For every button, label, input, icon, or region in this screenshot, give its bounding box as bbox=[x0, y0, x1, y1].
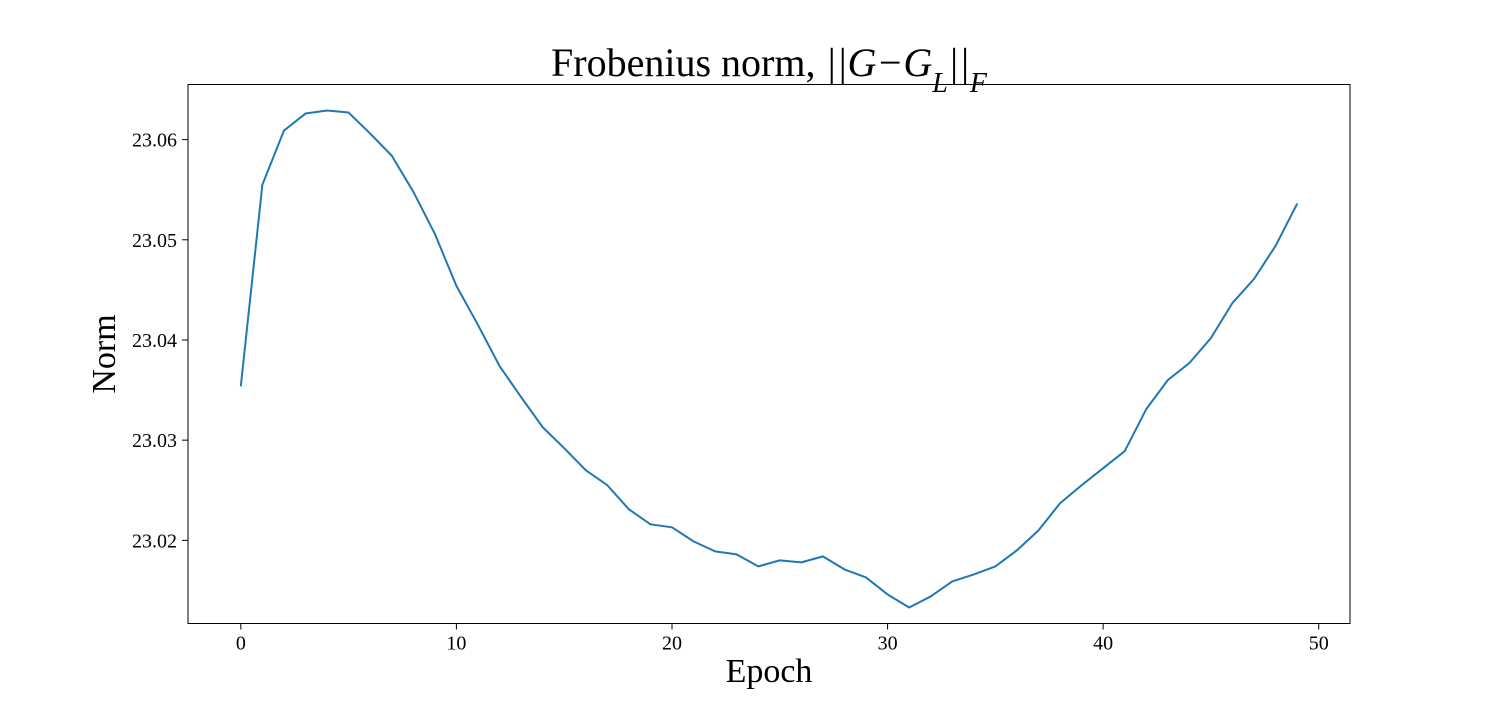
data-point bbox=[1102, 467, 1104, 469]
y-axis-ticks: 23.02 23.03 23.04 23.05 23.06 bbox=[132, 130, 188, 552]
y-tick-label: 23.04 bbox=[132, 330, 177, 352]
data-point bbox=[1210, 337, 1212, 339]
data-point bbox=[348, 111, 350, 114]
data-point bbox=[498, 365, 501, 367]
data-point bbox=[671, 526, 673, 528]
x-tick-label: 10 bbox=[446, 633, 466, 655]
data-point bbox=[1037, 529, 1040, 531]
data-point bbox=[1059, 502, 1061, 504]
data-point bbox=[542, 426, 544, 428]
x-tick-label: 50 bbox=[1309, 633, 1329, 655]
data-point bbox=[1296, 203, 1298, 205]
data-point bbox=[886, 593, 889, 596]
data-point bbox=[649, 523, 652, 525]
data-point bbox=[1124, 450, 1126, 452]
data-point bbox=[1016, 549, 1018, 551]
data-point bbox=[908, 606, 910, 609]
series-line-0 bbox=[239, 109, 1299, 609]
data-point bbox=[994, 565, 996, 567]
x-tick-label: 30 bbox=[878, 633, 898, 655]
x-axis-label: Epoch bbox=[726, 653, 813, 690]
data-point bbox=[477, 324, 479, 326]
data-point bbox=[520, 396, 522, 398]
data-point bbox=[261, 184, 263, 186]
data-point bbox=[1188, 362, 1190, 364]
data-point bbox=[369, 132, 371, 135]
data-point bbox=[283, 129, 285, 132]
data-point bbox=[628, 508, 630, 510]
data-point bbox=[240, 385, 242, 387]
x-tick-label: 40 bbox=[1093, 633, 1113, 655]
data-point bbox=[434, 233, 436, 235]
chart-title: Frobenius norm, ||G−GL||F bbox=[551, 40, 988, 99]
y-tick-label: 23.05 bbox=[132, 230, 177, 252]
x-axis-ticks: 0 10 20 30 40 50 bbox=[236, 623, 1329, 655]
data-point bbox=[1275, 245, 1277, 247]
data-point bbox=[455, 285, 457, 287]
y-tick-label: 23.06 bbox=[132, 130, 177, 152]
data-point bbox=[606, 484, 608, 486]
data-point bbox=[585, 469, 587, 471]
data-point bbox=[304, 112, 307, 115]
x-tick-label: 20 bbox=[662, 633, 682, 655]
x-tick-label: 0 bbox=[236, 633, 246, 655]
data-point bbox=[930, 595, 932, 598]
data-point bbox=[1253, 278, 1255, 280]
y-tick-label: 23.03 bbox=[132, 430, 177, 452]
chart-title-text: Frobenius norm, bbox=[551, 40, 825, 85]
chart-title-subscript-l: L bbox=[931, 68, 948, 99]
data-point bbox=[412, 191, 414, 193]
chart-title-math: ||G−GL||F bbox=[825, 40, 987, 99]
data-point bbox=[800, 561, 802, 563]
data-point bbox=[714, 550, 716, 552]
data-point bbox=[692, 540, 695, 542]
y-axis-label: Norm bbox=[86, 314, 123, 393]
data-point bbox=[326, 109, 328, 112]
chart-title-subscript-f: F bbox=[969, 68, 988, 99]
data-point bbox=[951, 580, 953, 583]
data-point bbox=[779, 559, 781, 561]
data-point bbox=[1081, 484, 1083, 486]
data-point bbox=[973, 573, 975, 576]
data-point bbox=[1167, 379, 1169, 381]
plot-area-frame bbox=[187, 84, 1351, 624]
data-point bbox=[1145, 408, 1147, 410]
y-tick-label: 23.02 bbox=[132, 530, 177, 552]
data-point bbox=[736, 553, 738, 555]
data-point bbox=[391, 155, 393, 157]
data-point bbox=[822, 555, 824, 557]
data-point bbox=[757, 565, 759, 567]
data-point bbox=[865, 576, 867, 579]
data-point bbox=[843, 568, 846, 571]
data-point bbox=[1231, 302, 1234, 304]
series-layer bbox=[239, 109, 1299, 609]
data-point bbox=[563, 447, 565, 449]
